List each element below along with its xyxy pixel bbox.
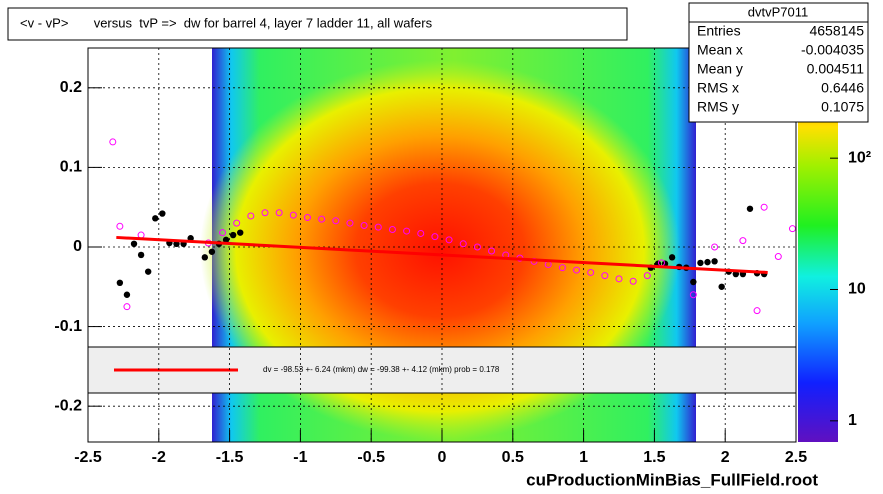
data-point <box>374 223 382 231</box>
heat-core <box>200 60 680 440</box>
x-tick-label: 2.5 <box>785 449 807 466</box>
stats-label: Mean x <box>697 42 743 58</box>
stats-value: 4658145 <box>809 23 864 39</box>
stats-value: 0.1075 <box>821 99 864 115</box>
data-point <box>201 254 209 261</box>
data-point <box>144 268 152 275</box>
data-point <box>318 215 326 223</box>
data-point <box>123 303 131 311</box>
data-point <box>732 270 740 278</box>
footer: cuProductionMinBias_FullField.root <box>526 470 818 489</box>
data-point <box>573 266 581 274</box>
data-point <box>760 203 768 211</box>
data-point <box>473 243 481 251</box>
y-tick-label: -0.1 <box>54 318 82 335</box>
data-point <box>303 214 311 222</box>
data-point <box>388 225 396 233</box>
legend-text: dv = -98.53 +- 6.24 (mkm) dw = -99.38 +-… <box>263 365 500 374</box>
data-point <box>219 229 227 237</box>
data-point <box>601 272 609 280</box>
x-tick-label: -0.5 <box>357 449 385 466</box>
data-point <box>233 219 241 227</box>
y-tick-label: 0 <box>73 238 82 255</box>
data-point <box>123 291 131 298</box>
data-point <box>275 209 283 217</box>
data-point <box>152 215 159 222</box>
stats-title: dvtvP7011 <box>748 4 808 19</box>
data-point <box>690 278 697 286</box>
data-point <box>116 222 124 230</box>
data-point <box>788 225 796 233</box>
data-point <box>488 247 496 255</box>
stats-label: RMS y <box>697 99 739 115</box>
x-tick-label: -1 <box>293 449 307 466</box>
x-tick-label: 0 <box>438 449 447 466</box>
data-point <box>697 259 704 267</box>
x-tick-label: -1.5 <box>216 449 244 466</box>
data-point <box>229 231 237 239</box>
stats-box <box>688 2 869 123</box>
data-point <box>629 277 637 285</box>
data-point <box>109 138 117 146</box>
data-point <box>237 229 244 236</box>
data-point <box>615 275 623 283</box>
data-point <box>668 254 676 261</box>
data-point <box>711 258 718 265</box>
data-point <box>247 212 255 220</box>
x-tick-label: 2 <box>721 449 730 466</box>
x-tick-label: -2.5 <box>74 449 102 466</box>
stats-label: Entries <box>697 23 741 39</box>
y-tick-label: 0.1 <box>60 159 82 176</box>
y-tick-label: -0.2 <box>54 397 82 414</box>
data-point <box>208 248 216 255</box>
data-point <box>261 209 269 217</box>
data-point <box>346 219 354 227</box>
stats-value: -0.004035 <box>801 42 864 58</box>
data-point <box>746 205 754 212</box>
data-point <box>137 231 145 239</box>
data-point <box>718 283 725 290</box>
stats-label: Mean y <box>697 61 743 77</box>
data-point <box>130 240 138 248</box>
y-tick-label: 0.2 <box>60 79 82 96</box>
fit-line <box>116 235 768 274</box>
data-point <box>774 253 782 261</box>
data-point <box>711 243 719 251</box>
x-tick-label: 0.5 <box>502 449 524 466</box>
title-box <box>7 7 628 41</box>
z-tick-label: 1 <box>848 412 857 429</box>
data-point <box>704 258 711 266</box>
data-point <box>689 291 697 299</box>
z-tick-label: 10 <box>848 281 866 298</box>
data-point <box>459 240 467 248</box>
data-point <box>753 307 761 315</box>
data-point <box>332 217 340 225</box>
data-point <box>643 272 651 280</box>
data-point <box>431 233 439 241</box>
data-point <box>417 229 425 237</box>
data-point <box>403 227 411 235</box>
data-point <box>137 251 145 259</box>
z-tick-label: 10² <box>848 149 871 166</box>
data-point <box>739 237 747 245</box>
stats-value: 0.6446 <box>821 80 864 96</box>
stats-label: RMS x <box>697 80 739 96</box>
data-point <box>587 268 595 276</box>
data-point <box>558 264 566 272</box>
data-point <box>445 236 453 244</box>
data-point <box>159 210 166 217</box>
data-point <box>222 236 230 244</box>
chart-title: <v - vP> versus tvP => dw for barrel 4, … <box>20 15 433 30</box>
data-point <box>116 279 124 287</box>
x-tick-label: 1 <box>579 449 588 466</box>
data-point <box>187 235 194 242</box>
data-point <box>289 211 297 219</box>
x-tick-label: 1.5 <box>643 449 665 466</box>
data-point <box>360 221 368 229</box>
stats-value: 0.004511 <box>807 61 865 77</box>
x-tick-label: -2 <box>152 449 166 466</box>
